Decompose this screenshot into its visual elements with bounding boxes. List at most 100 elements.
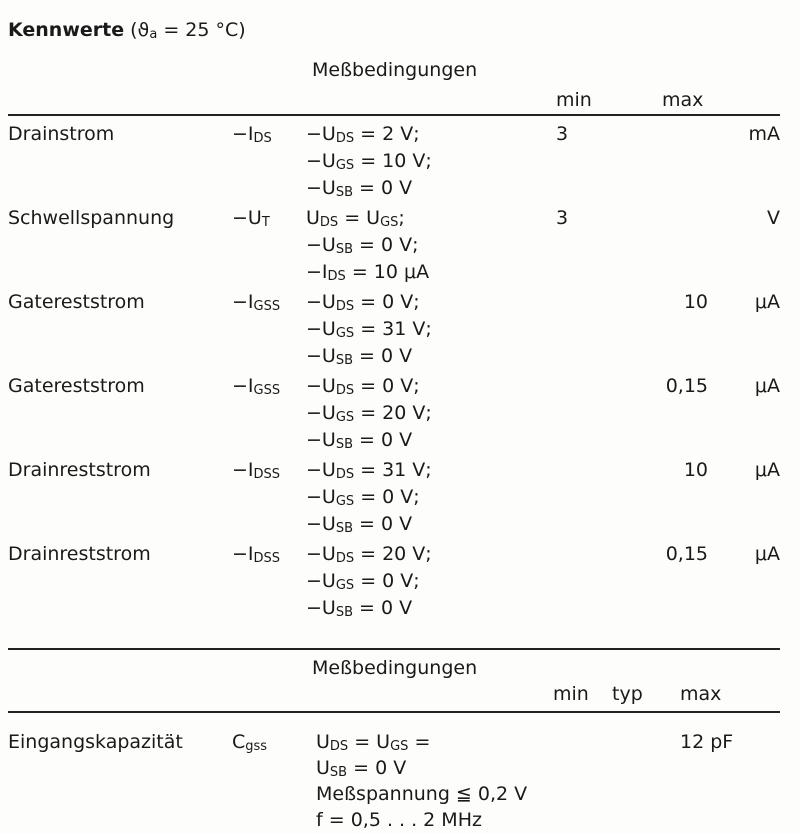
symbol-main: −I (232, 459, 254, 481)
text-part: U (316, 757, 330, 779)
parameter-name: Gatereststrom (8, 291, 145, 313)
text-part: ; (398, 207, 405, 229)
condition-line: −UDS = 20 V; (306, 542, 432, 571)
subscript: SB (335, 521, 353, 536)
subscript: GS (390, 739, 409, 754)
text-part: −U (306, 345, 336, 367)
subscript: GS (335, 494, 355, 509)
parameter-symbol: −IDS (232, 122, 272, 151)
text-part: = 0 V; (354, 375, 420, 397)
condition-line: −USB = 0 V (306, 428, 412, 457)
condition-line: −IDS = 10 μA (306, 260, 429, 289)
unit: μA (754, 543, 780, 565)
max-value: 0,15 (665, 375, 708, 397)
subscript: GS (335, 326, 355, 341)
subscript: GS (335, 578, 355, 593)
text-part: = (408, 731, 431, 753)
subscript: DS (335, 551, 355, 566)
symbol-main: −I (232, 291, 254, 313)
symbol-sub: DSS (253, 551, 281, 566)
max-value: 12 pF (680, 731, 734, 753)
condition-line: −UGS = 10 V; (306, 149, 432, 178)
subscript: SB (335, 185, 353, 200)
min-value: 3 (556, 207, 569, 229)
symbol-main: −U (232, 207, 262, 229)
text-part: = 0 V; (353, 234, 419, 256)
parameter-symbol: −IDSS (232, 458, 280, 487)
condition-line: UDS = UGS = (316, 730, 430, 759)
condition-line: −UGS = 20 V; (306, 401, 432, 430)
text-part: = 31 V; (354, 318, 432, 340)
parameter-name: Gatereststrom (8, 375, 145, 397)
text-part: −U (306, 459, 336, 481)
subscript: DS (335, 299, 355, 314)
symbol-sub: gss (245, 739, 268, 754)
subscript: GS (335, 158, 355, 173)
conditions-header-2: Meßbedingungen (312, 657, 478, 679)
text-part: = 0 V (353, 177, 413, 199)
condition-line: −USB = 0 V (306, 176, 412, 205)
max-header-1: max (662, 89, 704, 111)
parameter-name: Drainreststrom (8, 459, 151, 481)
text-part: f = 0,5 . . . 2 MHz (316, 809, 482, 831)
subscript: DS (327, 269, 346, 284)
min-header-1: min (556, 89, 592, 111)
condition-line: −UDS = 0 V; (306, 374, 420, 403)
text-part: −U (306, 543, 336, 565)
subscript: SB (335, 437, 353, 452)
condition-line: −UGS = 31 V; (306, 317, 432, 346)
parameter-symbol: Cgss (232, 730, 267, 759)
condition-line: −UDS = 0 V; (306, 290, 420, 319)
symbol-sub: GSS (253, 299, 281, 314)
text-part: −U (306, 234, 336, 256)
text-part: −U (306, 150, 336, 172)
symbol-main: C (232, 731, 246, 753)
text-part: = U (338, 207, 381, 229)
text-part: = 0 V (353, 513, 413, 535)
unit: μA (754, 375, 780, 397)
condition-line: f = 0,5 . . . 2 MHz (316, 808, 482, 832)
symbol-main: −I (232, 123, 254, 145)
text-part: −U (306, 291, 336, 313)
header-rule-2 (8, 711, 780, 713)
subscript: DS (335, 467, 355, 482)
text-part: = 0 V; (354, 570, 420, 592)
title-sub: a (149, 27, 158, 42)
subscript: SB (329, 765, 348, 780)
max-value: 10 (683, 291, 708, 313)
subscript: SB (335, 605, 353, 620)
title-tail: = 25 °C) (157, 19, 246, 41)
text-part: −U (306, 402, 336, 424)
text-part: = 2 V; (354, 123, 420, 145)
max-value: 10 (683, 459, 708, 481)
text-part: −I (306, 261, 328, 283)
text-part: = 20 V; (354, 402, 432, 424)
parameter-name: Drainreststrom (8, 543, 151, 565)
subscript: DS (329, 739, 349, 754)
subscript: GS (380, 215, 399, 230)
condition-line: −UDS = 31 V; (306, 458, 432, 487)
condition-line: USB = 0 V (316, 756, 406, 785)
min-value: 3 (556, 123, 569, 145)
text-part: −U (306, 429, 336, 451)
symbol-main: −I (232, 375, 254, 397)
parameter-symbol: −IGSS (232, 290, 280, 319)
symbol-sub: GSS (253, 383, 281, 398)
title-condition: (ϑa = 25 °C) (124, 19, 246, 42)
text-part: −U (306, 177, 336, 199)
text-part: −U (306, 570, 336, 592)
condition-line: −UGS = 0 V; (306, 569, 420, 598)
text-part: −U (306, 318, 336, 340)
text-part: = 0 V (353, 597, 413, 619)
subscript: DS (335, 383, 355, 398)
min-header-2: min (553, 683, 589, 705)
parameter-symbol: −UT (232, 206, 270, 235)
text-part: = 0 V; (354, 486, 420, 508)
condition-line: UDS = UGS; (306, 206, 405, 235)
condition-line: −UGS = 0 V; (306, 485, 420, 514)
typ-header-2: typ (612, 683, 643, 705)
section-title: Kennwerte (ϑa = 25 °C) (8, 18, 246, 47)
condition-line: Meßspannung ≦ 0,2 V (316, 782, 527, 806)
text-part: = 10 V; (354, 150, 432, 172)
text-part: = 0 V (347, 757, 407, 779)
